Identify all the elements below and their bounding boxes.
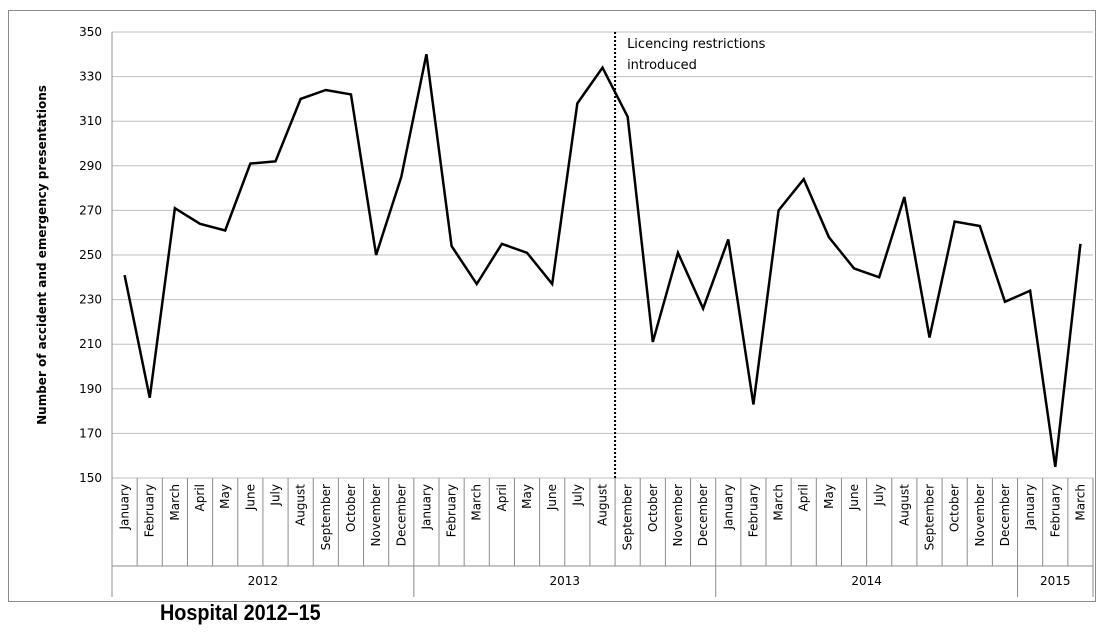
x-tick-label: May [218,484,232,509]
x-tick-label: March [470,484,484,521]
x-tick-label: July [269,484,283,507]
y-tick-label: 230 [79,293,102,307]
x-tick-label: January [118,484,132,531]
y-tick-label: 150 [79,471,102,485]
x-tick-label: September [319,484,333,550]
x-tick-label: December [998,484,1012,546]
x-tick-label: February [143,484,157,537]
x-tick-label: June [847,484,861,511]
year-label: 2015 [1040,574,1071,588]
x-tick-label: June [545,484,559,511]
x-tick-label: December [394,484,408,546]
y-tick-label: 170 [79,426,102,440]
y-tick-label: 330 [79,70,102,84]
x-tick-label: March [772,484,786,521]
y-tick-label: 270 [79,203,102,217]
x-tick-label: February [746,484,760,537]
series-layer [123,54,1082,468]
chart: 150 170 190 210 230 250 270 290 310 330 350 Januar… [35,25,1094,597]
annotation-text-line-1: Licencing restrictions [627,37,766,52]
x-tick-label: February [445,484,459,537]
x-tick-label: April [193,484,207,511]
gridlines [111,31,1093,597]
x-tick-label: May [822,484,836,509]
x-axis-categories: January February March April May June July Augu… [111,478,1094,567]
x-tick-label: April [797,484,811,511]
x-tick-label: October [344,484,358,532]
x-tick-label: January [721,484,735,531]
x-tick-label: June [243,484,257,511]
x-tick-label: August [897,484,911,526]
x-tick-label: March [1073,484,1087,521]
x-tick-label: April [495,484,509,511]
x-tick-label: September [621,484,635,550]
annotation-text-line-2: introduced [627,58,697,73]
x-tick-label: March [168,484,182,521]
x-tick-label: September [923,484,937,550]
y-tick-label: 210 [79,337,102,351]
x-tick-label: October [646,484,660,532]
x-tick-label: August [294,484,308,526]
x-tick-label: December [696,484,710,546]
y-axis-label: Number of accident and emergency present… [35,85,49,425]
chart-caption: Hospital 2012–15 [160,600,321,625]
y-tick-label: 290 [79,159,102,173]
year-label: 2014 [851,574,882,588]
y-tick-label: 250 [79,248,102,262]
x-tick-label: February [1048,484,1062,537]
annotation: Licencing restrictions introduced [614,32,766,478]
x-tick-label: January [419,484,433,531]
year-label: 2013 [549,574,580,588]
y-tick-label: 350 [79,25,102,39]
y-tick-label: 190 [79,382,102,396]
series-line [123,54,1082,468]
x-tick-label: October [948,484,962,532]
x-axis-years: 2012 2013 2014 2015 [111,566,1094,597]
x-tick-label: July [570,484,584,507]
x-tick-label: November [369,484,383,546]
x-tick-label: August [596,484,610,526]
x-tick-label: July [872,484,886,507]
y-axis-ticks: 150 170 190 210 230 250 270 290 310 330 350 [79,25,102,485]
x-tick-label: November [973,484,987,546]
x-tick-label: January [1023,484,1037,531]
year-label: 2012 [248,574,279,588]
x-tick-label: November [671,484,685,546]
y-tick-label: 310 [79,114,102,128]
x-tick-label: May [520,484,534,509]
